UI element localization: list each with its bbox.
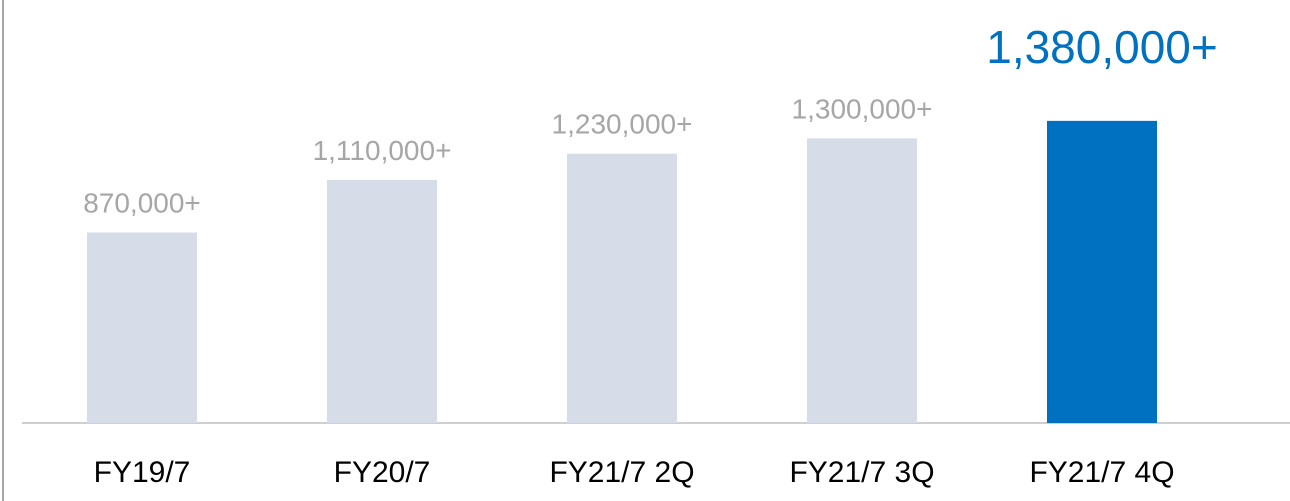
bar — [807, 138, 917, 424]
x-tick-label: FY19/7 — [94, 456, 191, 489]
x-tick-label: FY20/7 — [334, 456, 431, 489]
bar — [1047, 120, 1157, 423]
value-label: 1,380,000+ — [986, 21, 1218, 73]
bar — [327, 179, 437, 423]
value-label: 1,230,000+ — [552, 109, 693, 140]
bar — [87, 232, 197, 423]
x-tick-label: FY21/7 2Q — [549, 456, 694, 489]
x-tick-label: FY21/7 4Q — [1029, 456, 1174, 489]
value-label: 870,000+ — [83, 188, 201, 219]
value-label: 1,300,000+ — [792, 93, 933, 124]
bar — [567, 153, 677, 423]
x-tick-label: FY21/7 3Q — [789, 456, 934, 489]
value-label: 1,110,000+ — [313, 135, 452, 166]
